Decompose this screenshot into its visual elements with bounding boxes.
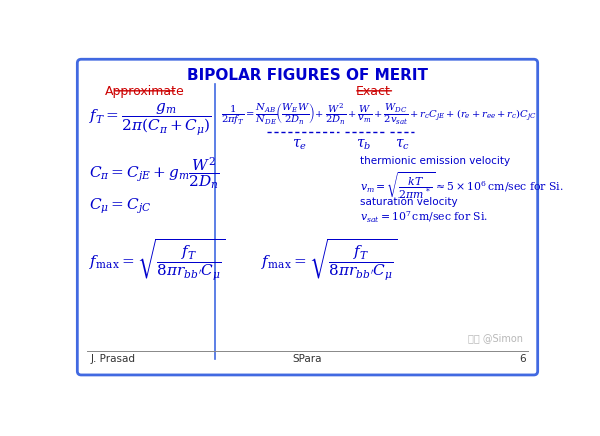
Text: $f_{\max} = \sqrt{\dfrac{f_T}{8\pi r_{bb^\prime}C_\mu}}$: $f_{\max} = \sqrt{\dfrac{f_T}{8\pi r_{bb… bbox=[89, 238, 226, 283]
Text: Approximate: Approximate bbox=[105, 85, 185, 99]
Text: $v_{sat} = 10^7\,\mathrm{cm/sec\ for\ Si.}$: $v_{sat} = 10^7\,\mathrm{cm/sec\ for\ Si… bbox=[360, 209, 488, 225]
Text: 6: 6 bbox=[520, 354, 526, 364]
Text: $\tau_e$: $\tau_e$ bbox=[292, 138, 307, 152]
Text: $C_\mu = C_{jC}$: $C_\mu = C_{jC}$ bbox=[89, 197, 151, 216]
Text: Exact: Exact bbox=[356, 85, 391, 99]
Text: thermionic emission velocity: thermionic emission velocity bbox=[360, 156, 511, 166]
Text: $\dfrac{1}{2\pi f_T} = \dfrac{N_{AB}}{N_{DE}}\!\left(\dfrac{W_E W}{2D_n}\right)\: $\dfrac{1}{2\pi f_T} = \dfrac{N_{AB}}{N_… bbox=[221, 102, 536, 127]
Text: $v_m = \sqrt{\dfrac{kT}{2\pi m^*}} \approx 5\times10^6\,\mathrm{cm/sec\ for\ Si.: $v_m = \sqrt{\dfrac{kT}{2\pi m^*}} \appr… bbox=[360, 171, 564, 202]
Text: $C_\pi = C_{jE} + g_m\dfrac{W^2}{2D_n}$: $C_\pi = C_{jE} + g_m\dfrac{W^2}{2D_n}$ bbox=[89, 156, 220, 191]
Text: $f_{\max} = \sqrt{\dfrac{f_T}{8\pi r_{bb^\prime}C_\mu}}$: $f_{\max} = \sqrt{\dfrac{f_T}{8\pi r_{bb… bbox=[261, 238, 398, 283]
Text: saturation velocity: saturation velocity bbox=[360, 197, 458, 207]
Text: $\tau_b$: $\tau_b$ bbox=[356, 138, 371, 152]
Text: BIPOLAR FIGURES OF MERIT: BIPOLAR FIGURES OF MERIT bbox=[187, 68, 428, 83]
Text: $f_T = \dfrac{g_m}{2\pi\left(C_\pi + C_\mu\right)}$: $f_T = \dfrac{g_m}{2\pi\left(C_\pi + C_\… bbox=[89, 102, 212, 138]
Text: 知乎 @Simon: 知乎 @Simon bbox=[468, 334, 523, 344]
Text: J. Prasad: J. Prasad bbox=[91, 354, 136, 364]
FancyBboxPatch shape bbox=[77, 59, 538, 375]
Text: $\tau_c$: $\tau_c$ bbox=[395, 138, 410, 152]
Text: SPara: SPara bbox=[293, 354, 322, 364]
